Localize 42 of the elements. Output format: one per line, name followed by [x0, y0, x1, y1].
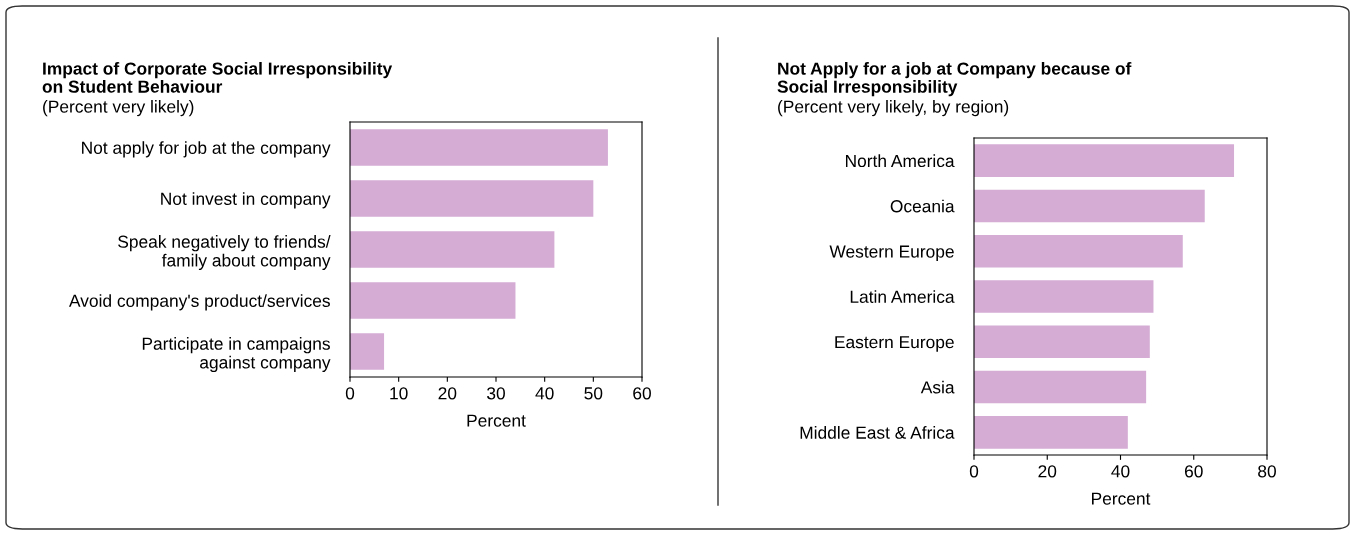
bar: [974, 370, 1147, 404]
bar: [974, 325, 1150, 359]
x-axis-title: Percent: [467, 414, 526, 427]
y-tick-label: North America: [845, 154, 955, 168]
bar: [350, 231, 555, 268]
y-tick-label: Not invest in company: [161, 192, 331, 209]
x-tick-label: 20: [438, 387, 457, 400]
x-tick-label: 40: [535, 387, 554, 400]
y-tick-label: Western Europe: [829, 245, 954, 262]
chart-subtitle: (Percent very likely, by region): [778, 100, 1009, 117]
bar: [350, 282, 516, 319]
y-tick-label: Oceania: [890, 199, 955, 213]
bar: [350, 129, 608, 166]
bar: [350, 333, 385, 370]
x-tick-label: 60: [1184, 465, 1203, 478]
y-tick-label: Eastern Europe: [835, 336, 954, 352]
bar: [974, 280, 1154, 313]
x-tick-label: 60: [633, 387, 651, 400]
bar: [974, 234, 1183, 268]
x-tick-label: 80: [1258, 465, 1276, 478]
x-tick-label: 0: [345, 387, 355, 400]
y-tick-label: Avoid company's product/services: [68, 294, 330, 311]
x-tick-label: 0: [969, 465, 979, 478]
y-tick-label: Asia: [920, 380, 955, 394]
bar: [974, 144, 1235, 177]
y-tick-label: Not apply for job at the company: [82, 141, 331, 158]
x-tick-label: 10: [390, 387, 408, 400]
chart-title: Impact of Corporate Social Irresponsibility on Student Behaviour: [42, 62, 393, 93]
y-tick-label: Middle East & Africa: [800, 426, 955, 439]
x-tick-label: 40: [1111, 465, 1130, 478]
chart-title: Not Apply for a job at Company because of Social Irresponsibility: [777, 62, 1132, 97]
x-tick-label: 20: [1038, 465, 1057, 478]
text: (Percent very likely): [43, 100, 194, 117]
y-tick-label: Latin America: [850, 290, 955, 303]
x-tick-label: 30: [487, 387, 505, 400]
y-tick-label: Participate in campaigns against company: [142, 337, 331, 372]
bar: [350, 180, 594, 217]
bar: [974, 416, 1128, 449]
bar: [974, 189, 1205, 223]
y-tick-label: Speak negatively to friends/ family about company: [118, 235, 331, 270]
x-tick-label: 50: [584, 387, 603, 400]
x-axis-title: Percent: [1092, 492, 1151, 505]
